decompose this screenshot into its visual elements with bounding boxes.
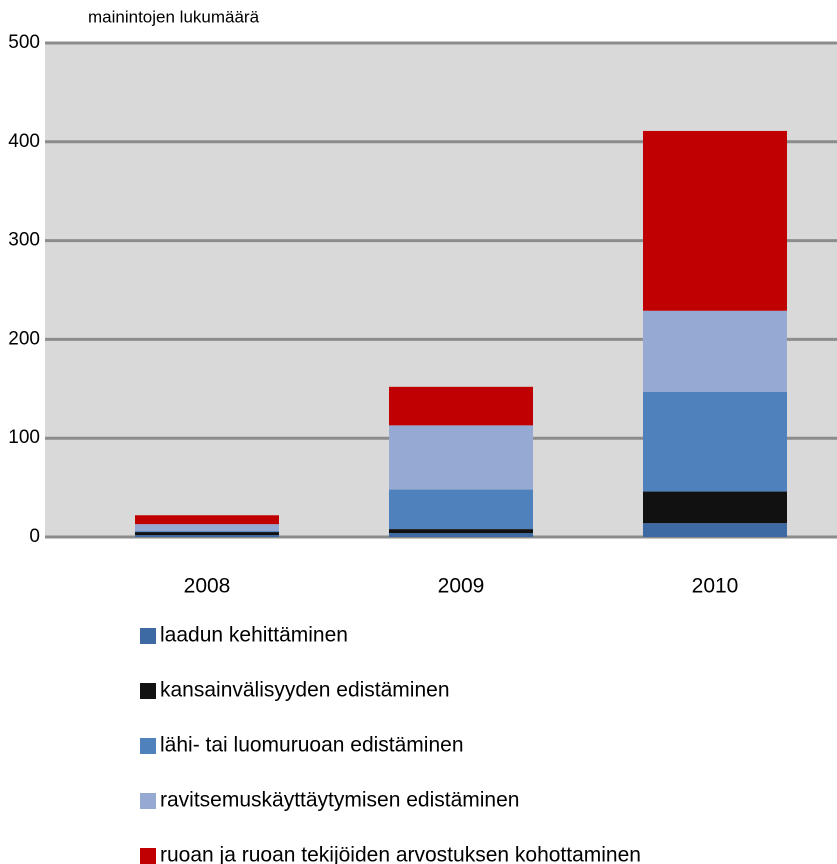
bar-segment: [135, 531, 279, 533]
bar-segment: [643, 310, 787, 392]
y-axis-label: mainintojen lukumäärä: [88, 7, 260, 26]
y-tick-label: 500: [8, 32, 40, 53]
x-tick-label: 2009: [438, 575, 485, 598]
legend-swatch: [140, 848, 156, 864]
y-tick-label: 200: [8, 328, 40, 349]
bar-segment: [389, 489, 533, 530]
legend-label: ravitsemuskäyttäytymisen edistäminen: [160, 789, 519, 812]
legend-label: kansainvälisyyden edistäminen: [160, 679, 450, 702]
legend-swatch: [140, 628, 156, 644]
bar-segment: [135, 524, 279, 532]
bar-segment: [389, 425, 533, 490]
bar-segment: [135, 535, 279, 537]
y-tick-label: 0: [29, 526, 40, 547]
legend-swatch: [140, 793, 156, 809]
legend-label: ruoan ja ruoan tekijöiden arvostuksen ko…: [160, 844, 641, 864]
legend-label: laadun kehittäminen: [160, 624, 348, 647]
x-tick-label: 2008: [184, 575, 231, 598]
bar-segment: [643, 130, 787, 311]
bar-segment: [389, 533, 533, 537]
bar-segment: [389, 386, 533, 426]
legend-label: lähi- tai luomuruoan edistäminen: [160, 734, 464, 757]
legend-swatch: [140, 683, 156, 699]
bar-segment: [643, 523, 787, 537]
bar-segment: [643, 491, 787, 524]
bar-segment: [135, 532, 279, 536]
bar-segment: [389, 529, 533, 534]
x-tick-label: 2010: [692, 575, 739, 598]
y-tick-label: 300: [8, 230, 40, 251]
y-tick-label: 400: [8, 131, 40, 152]
bar-segment: [135, 515, 279, 525]
legend-swatch: [140, 738, 156, 754]
y-tick-label: 100: [8, 427, 40, 448]
bar-segment: [643, 391, 787, 492]
